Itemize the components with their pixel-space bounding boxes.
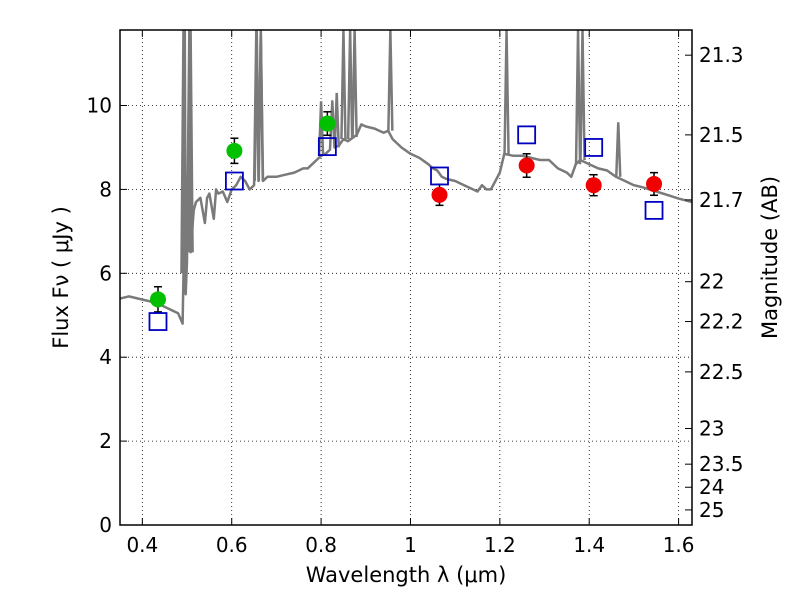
- model-flux-square: [224, 171, 244, 191]
- x-tick-label: 1: [404, 533, 417, 557]
- y-tick-label: 2: [99, 429, 112, 453]
- emission-line-spike: [340, 30, 347, 140]
- model-flux-square: [317, 137, 337, 157]
- right-tick-label: 23: [699, 417, 724, 441]
- emission-line-spike: [180, 30, 187, 274]
- emission-line-spike: [615, 122, 622, 177]
- y-tick-label: 8: [99, 177, 112, 201]
- emission-line-spike: [579, 30, 586, 161]
- x-tick-label: 0.6: [216, 533, 248, 557]
- photometry-points: [148, 111, 664, 331]
- emission-line-spike: [346, 30, 354, 140]
- right-tick-label: 22.2: [699, 310, 744, 334]
- x-tick-label: 1.4: [573, 533, 605, 557]
- right-tick-label: 22: [699, 270, 724, 294]
- observed-flux-point: [585, 177, 602, 194]
- plot-frame: [119, 29, 693, 526]
- y-tick-label: 0: [99, 513, 112, 537]
- y-axis-label: Flux Fν ( μJy ): [49, 206, 73, 349]
- model-flux-square: [644, 200, 664, 220]
- emission-line-spike: [333, 92, 340, 148]
- observed-flux-point: [518, 157, 535, 174]
- spectrum-line: [120, 30, 692, 325]
- x-tick-label: 1.6: [663, 533, 695, 557]
- observed-flux-point: [319, 115, 336, 132]
- right-axis-label: Magnitude (AB): [758, 176, 782, 339]
- right-tick-label: 21.5: [699, 123, 744, 147]
- x-tick-label: 0.8: [305, 533, 337, 557]
- model-flux-square: [148, 312, 168, 331]
- grid: [120, 30, 692, 526]
- x-axis-label: Wavelength λ (μm): [306, 563, 507, 587]
- right-tick-label: 25: [699, 498, 724, 522]
- axis-ticks: 0.4 0.6 0.8 1 1.2 1.4 1.6024681021.321.521.722…: [87, 30, 744, 557]
- x-tick-label: 1.2: [484, 533, 516, 557]
- y-tick-label: 4: [99, 345, 112, 369]
- model-flux-square: [517, 125, 537, 145]
- model-flux-square: [430, 166, 449, 186]
- emission-line-spike: [253, 30, 260, 182]
- right-tick-label: 22.5: [699, 360, 744, 384]
- right-tick-label: 21.3: [699, 43, 744, 67]
- right-tick-label: 23.5: [699, 452, 744, 476]
- emission-line-spike: [387, 30, 394, 131]
- emission-line-spike: [503, 30, 510, 154]
- right-tick-label: 21.7: [699, 188, 744, 212]
- emission-line-spike: [187, 30, 194, 253]
- observed-flux-point: [226, 142, 243, 159]
- observed-flux-point: [646, 175, 663, 192]
- emission-line-spike: [574, 30, 582, 165]
- observed-flux-point: [431, 186, 448, 203]
- right-tick-label: 24: [699, 475, 724, 499]
- y-tick-label: 10: [87, 94, 112, 118]
- model-spectrum: [120, 30, 692, 325]
- x-tick-label: 0.4: [126, 533, 158, 557]
- y-tick-label: 6: [99, 261, 112, 285]
- observed-flux-point: [149, 291, 166, 308]
- model-flux-square: [584, 138, 604, 157]
- emission-line-spike: [257, 30, 265, 182]
- emission-line-spike: [351, 30, 358, 137]
